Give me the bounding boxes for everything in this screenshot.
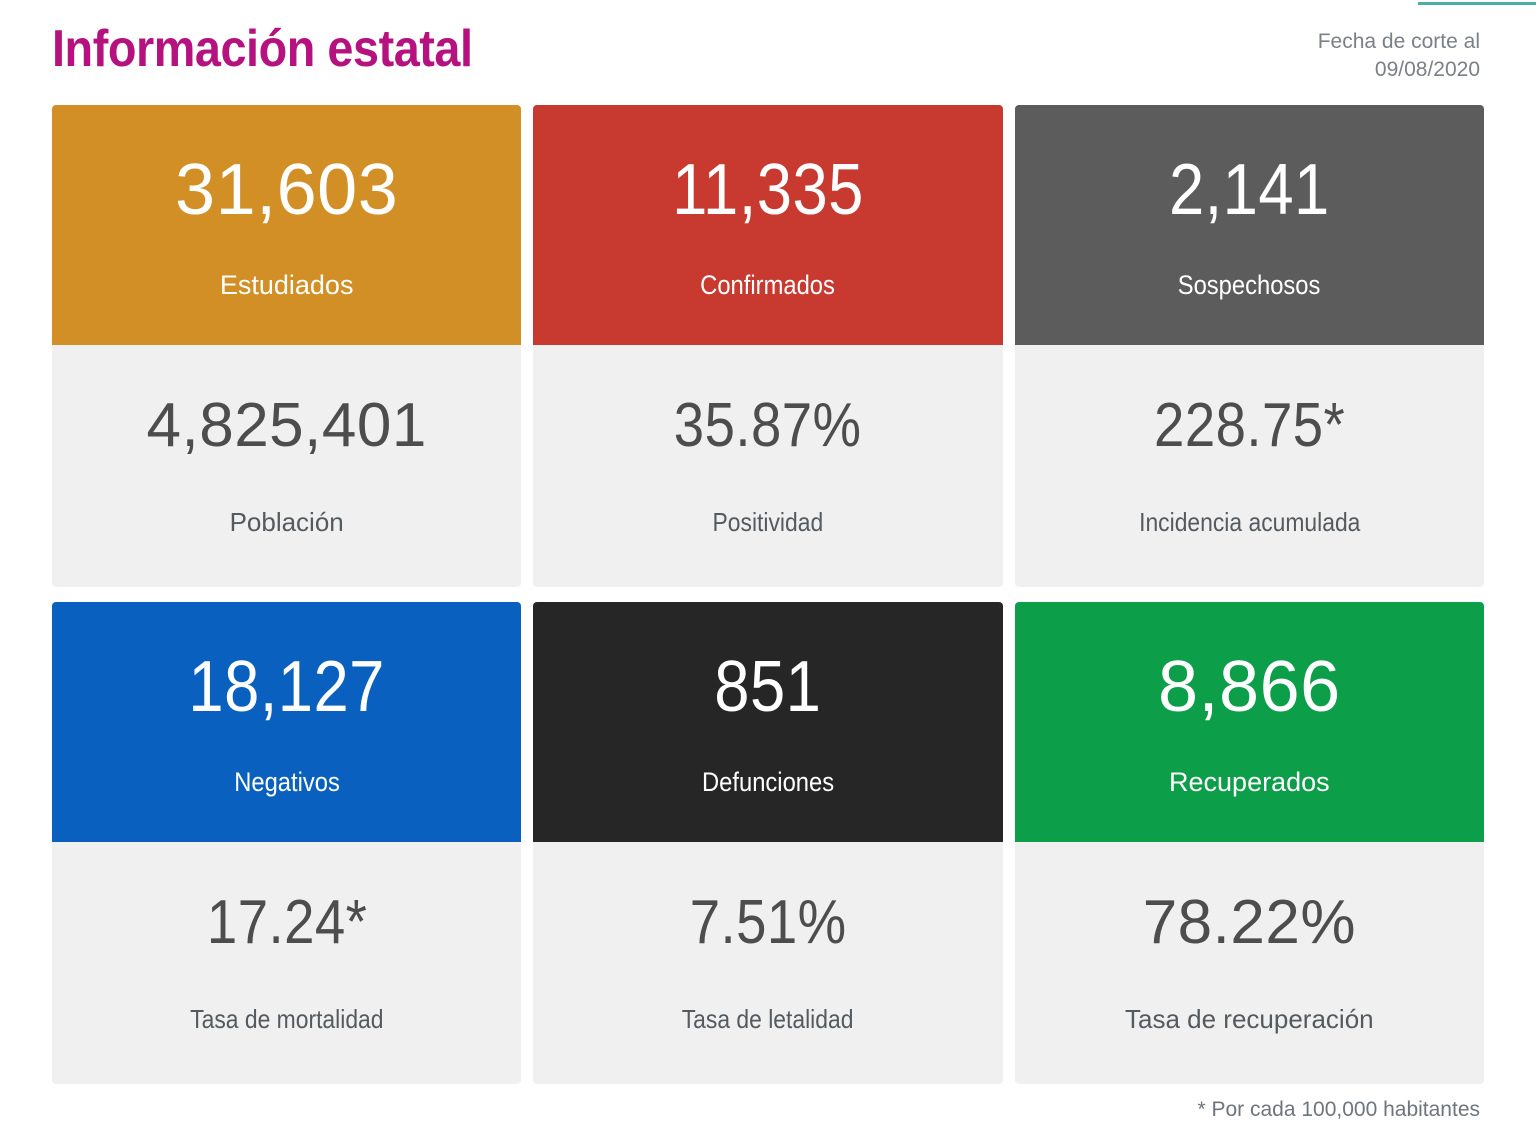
stat-card-confirmados[interactable]: 11,335 Confirmados bbox=[533, 105, 1003, 345]
stat-label-positividad: Positividad bbox=[712, 506, 824, 537]
stat-card-defunciones[interactable]: 851 Defunciones bbox=[533, 602, 1003, 842]
stat-value-recuperados: 8,866 bbox=[1157, 646, 1341, 727]
stat-value-positividad: 35.87% bbox=[674, 390, 862, 460]
stat-pair-recuperados: 8,866 Recuperados 78.22% Tasa de recuper… bbox=[1014, 602, 1484, 1084]
stat-card-incidencia-acumulada[interactable]: 228.75* Incidencia acumulada bbox=[1014, 345, 1484, 587]
stat-card-tasa-letalidad[interactable]: 7.51% Tasa de letalidad bbox=[533, 842, 1003, 1084]
stat-value-estudiados: 31,603 bbox=[175, 149, 399, 230]
cutoff-date: Fecha de corte al 09/08/2020 bbox=[1318, 28, 1480, 84]
stat-pair-confirmados: 11,335 Confirmados 35.87% Positividad bbox=[533, 105, 1003, 587]
stats-grid: 31,603 Estudiados 4,825,401 Población 11… bbox=[52, 105, 1484, 1084]
stat-value-tasa-recuperacion: 78.22% bbox=[1142, 887, 1356, 957]
stat-card-tasa-recuperacion[interactable]: 78.22% Tasa de recuperación bbox=[1014, 842, 1484, 1084]
stat-label-tasa-mortalidad: Tasa de mortalidad bbox=[189, 1003, 384, 1034]
footnote: * Por cada 100,000 habitantes bbox=[1197, 1098, 1480, 1121]
cutoff-date-value: 09/08/2020 bbox=[1374, 57, 1480, 81]
stat-card-positividad[interactable]: 35.87% Positividad bbox=[533, 345, 1003, 587]
stat-value-tasa-mortalidad: 17.24* bbox=[206, 887, 367, 957]
top-accent-rule bbox=[1418, 2, 1536, 5]
stat-card-sospechosos[interactable]: 2,141 Sospechosos bbox=[1014, 105, 1484, 345]
stat-card-estudiados[interactable]: 31,603 Estudiados bbox=[52, 105, 522, 345]
stat-card-poblacion[interactable]: 4,825,401 Población bbox=[52, 345, 522, 587]
stat-label-tasa-recuperacion: Tasa de recuperación bbox=[1125, 1003, 1374, 1034]
stat-value-defunciones: 851 bbox=[714, 646, 822, 727]
stat-pair-negativos: 18,127 Negativos 17.24* Tasa de mortalid… bbox=[52, 602, 522, 1084]
stat-label-sospechosos: Sospechosos bbox=[1177, 269, 1321, 300]
stat-card-negativos[interactable]: 18,127 Negativos bbox=[52, 602, 522, 842]
stat-card-tasa-mortalidad[interactable]: 17.24* Tasa de mortalidad bbox=[52, 842, 522, 1084]
stat-label-incidencia-acumulada: Incidencia acumulada bbox=[1138, 506, 1360, 537]
stat-value-sospechosos: 2,141 bbox=[1168, 149, 1330, 230]
stat-pair-estudiados: 31,603 Estudiados 4,825,401 Población bbox=[52, 105, 522, 587]
stat-pair-defunciones: 851 Defunciones 7.51% Tasa de letalidad bbox=[533, 602, 1003, 1084]
page-title: Información estatal bbox=[52, 20, 473, 78]
cutoff-date-label: Fecha de corte al bbox=[1317, 30, 1480, 53]
stat-label-poblacion: Población bbox=[229, 506, 344, 537]
stat-label-recuperados: Recuperados bbox=[1169, 766, 1330, 797]
stat-label-negativos: Negativos bbox=[233, 766, 340, 797]
stat-value-poblacion: 4,825,401 bbox=[146, 390, 427, 460]
stat-label-estudiados: Estudiados bbox=[219, 269, 354, 300]
stat-value-negativos: 18,127 bbox=[188, 646, 385, 727]
stat-pair-sospechosos: 2,141 Sospechosos 228.75* Incidencia acu… bbox=[1014, 105, 1484, 587]
stat-label-confirmados: Confirmados bbox=[700, 269, 836, 300]
stat-value-incidencia-acumulada: 228.75* bbox=[1153, 390, 1345, 460]
stat-label-defunciones: Defunciones bbox=[701, 766, 835, 797]
stat-card-recuperados[interactable]: 8,866 Recuperados bbox=[1014, 602, 1484, 842]
stat-value-tasa-letalidad: 7.51% bbox=[689, 887, 847, 957]
stat-value-confirmados: 11,335 bbox=[672, 149, 864, 230]
stat-label-tasa-letalidad: Tasa de letalidad bbox=[682, 1003, 854, 1034]
page-header: Información estatal Fecha de corte al 09… bbox=[0, 0, 1536, 104]
